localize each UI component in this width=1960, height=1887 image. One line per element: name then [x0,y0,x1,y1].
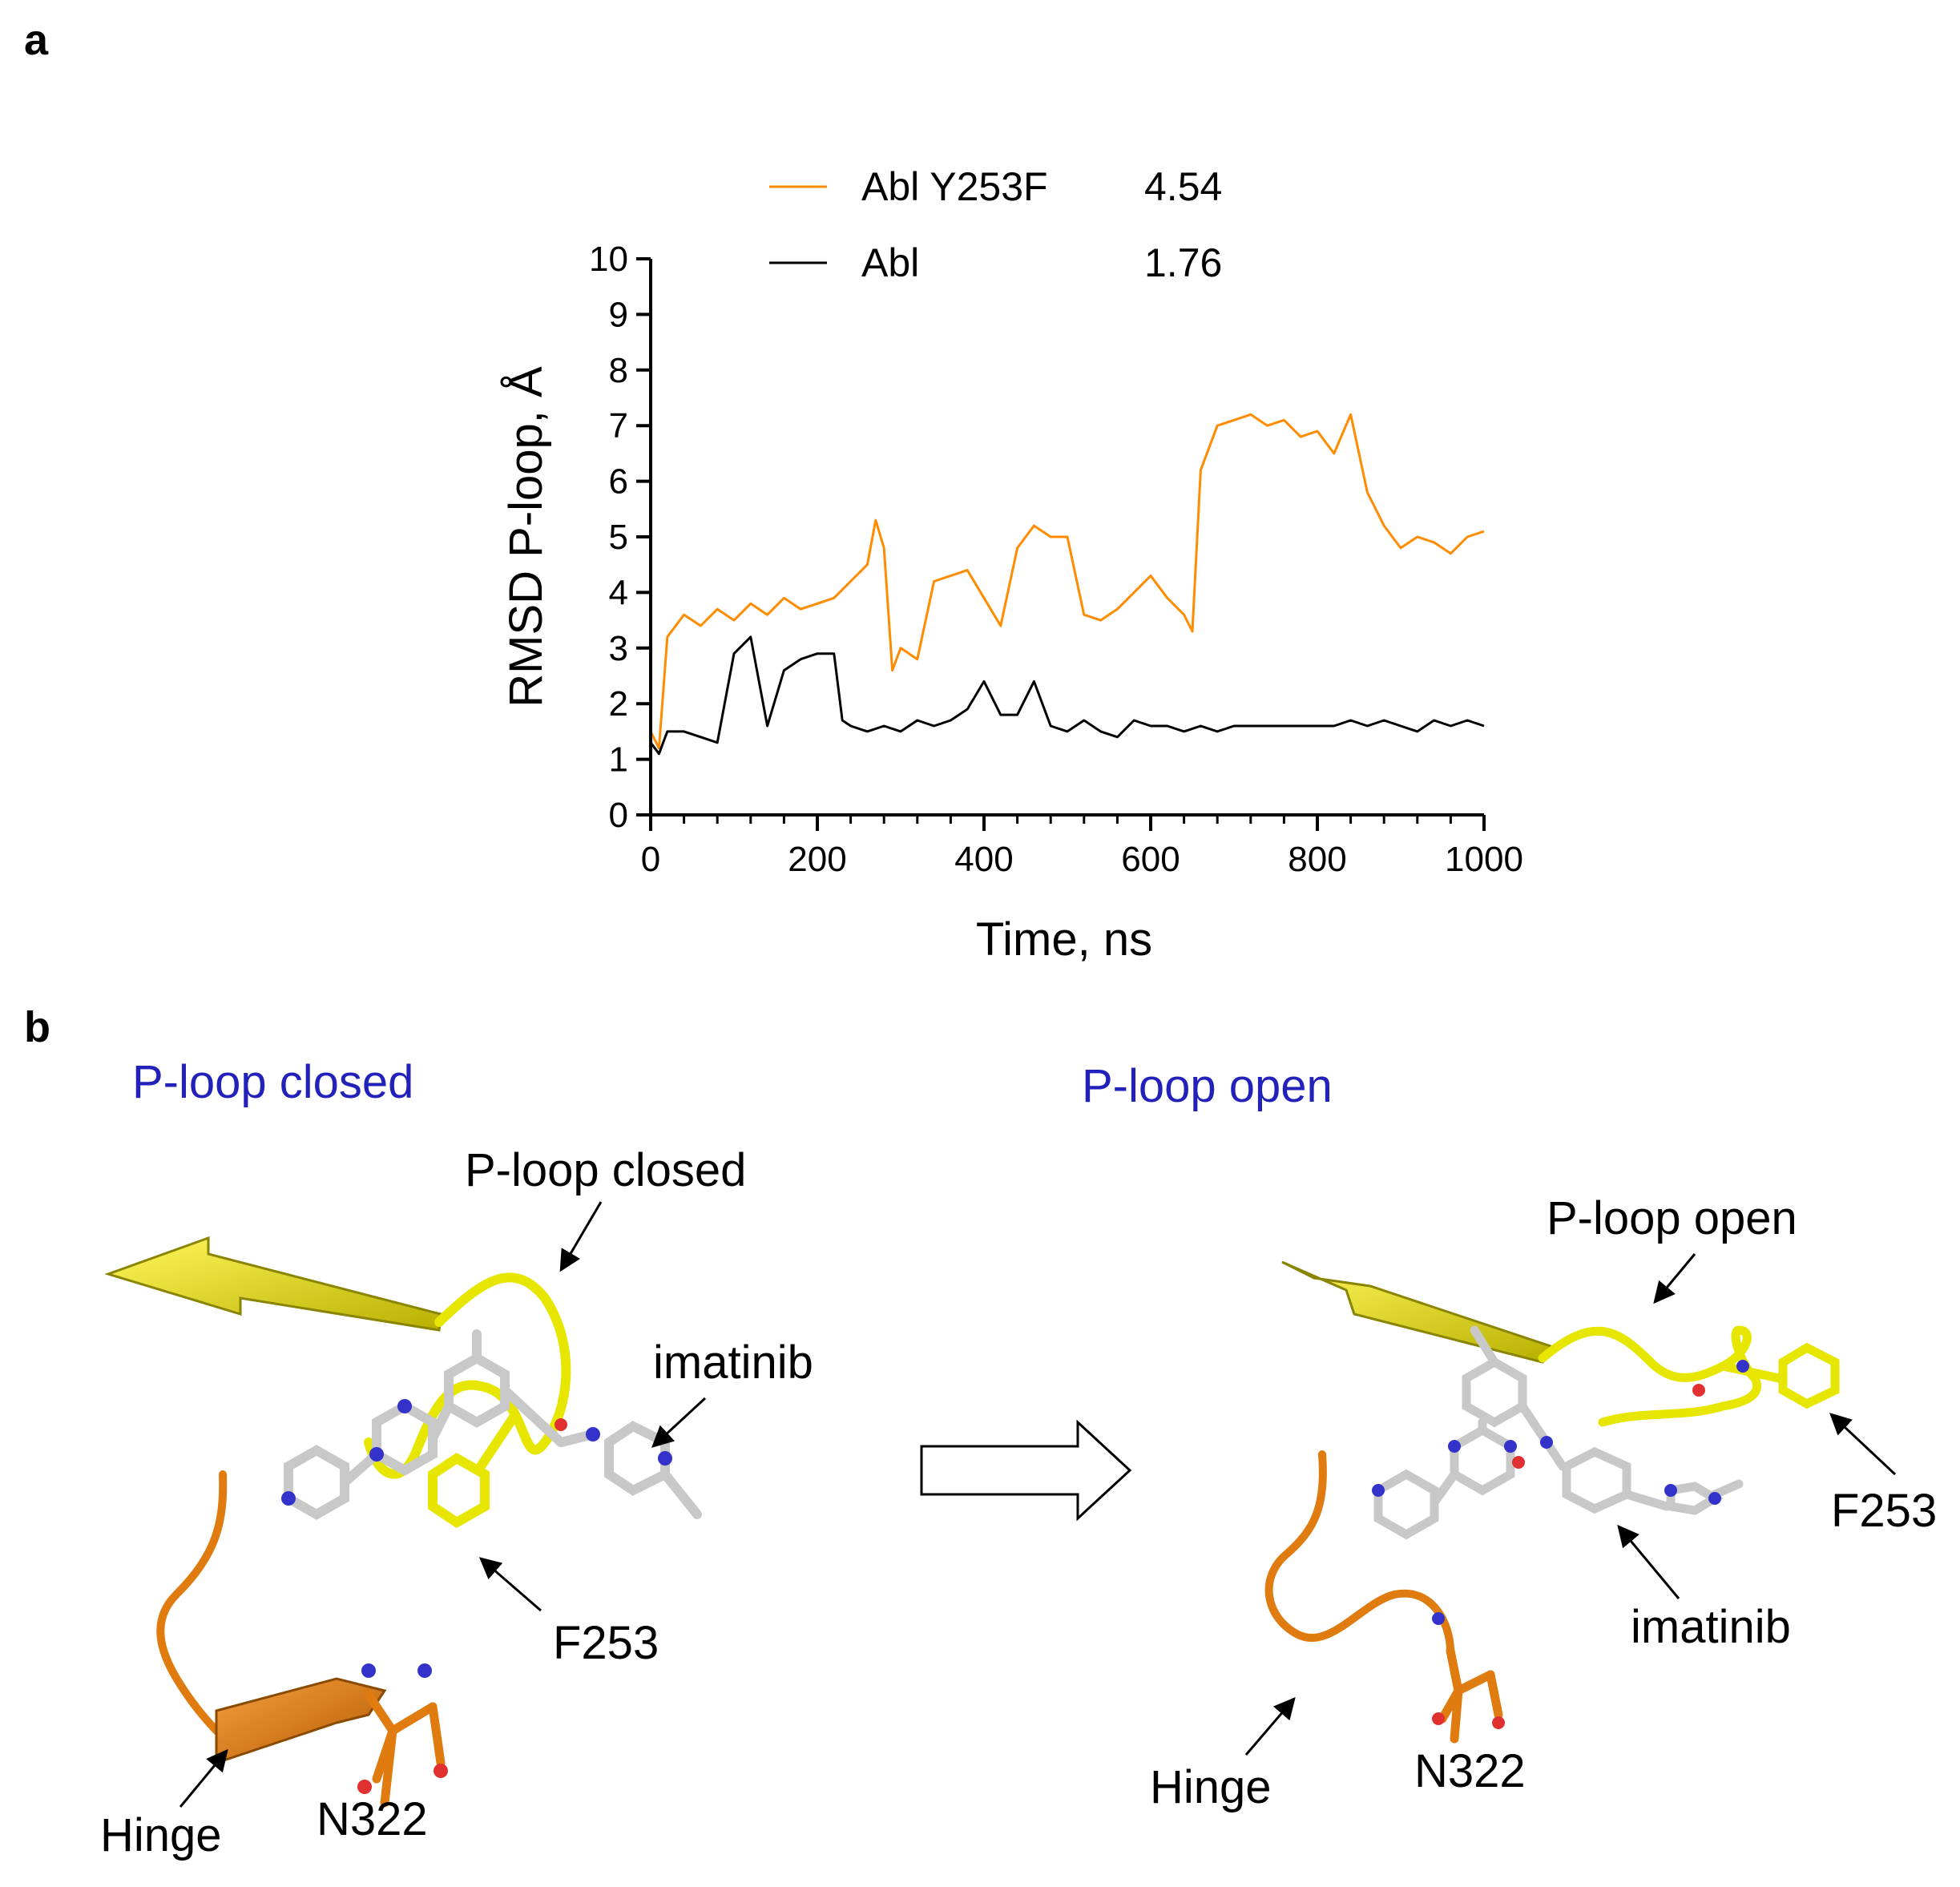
hinge-coil-right [1264,1450,1454,1655]
label-f253-left: F253 [553,1617,659,1669]
panel-letter-b: b [24,1003,50,1051]
label-n322-right: N322 [1414,1745,1526,1797]
n322-residue-right [1438,1646,1503,1744]
label-n322-left: N322 [317,1793,428,1845]
f253-residue-left [428,1413,518,1529]
n322-residue-left [364,1690,446,1808]
y-tick-label: 7 [609,406,628,446]
imatinib-ligand-left [284,1329,702,1520]
y-tick-label: 3 [609,629,628,668]
y-axis-title: RMSD P-loop, Å [500,366,552,708]
ploop-coil-right [1538,1325,1761,1427]
chart-ticks: 0 1 2 3 4 5 6 7 8 9 10 0 200 400 600 800 1000 [589,240,1523,879]
legend-mean-0: 4.54 [1144,164,1222,209]
arrow-ploop-closed [559,1201,603,1272]
x-tick-label: 800 [1288,840,1346,879]
legend-label-0: Abl Y253F [861,164,1048,209]
legend-label-1: Abl [861,240,919,285]
x-tick-label: 600 [1121,840,1180,879]
y-tick-label: 9 [609,295,628,334]
hinge-strand-left [215,1677,387,1765]
label-imatinib-right: imatinib [1631,1601,1791,1653]
f253-residue-right [1718,1342,1840,1409]
panel-letter-a: a [24,16,49,64]
rmsd-chart: 0 1 2 3 4 5 6 7 8 9 10 0 200 400 600 800 1000 Time, ns R… [500,164,1523,966]
legend-mean-1: 1.76 [1144,240,1222,285]
arrow-ploop-open [1653,1253,1696,1304]
right-structure-title: P-loop open [1082,1060,1333,1112]
y-tick-label: 4 [609,573,628,612]
x-tick-label: 1000 [1445,840,1523,879]
y-tick-label: 0 [609,796,628,835]
plot-lines [649,413,1485,756]
label-ploop-closed: P-loop closed [465,1144,746,1196]
ploop-coil-left [364,1272,571,1479]
label-hinge-right: Hinge [1150,1761,1272,1813]
x-tick-label: 0 [641,840,660,879]
label-imatinib-left: imatinib [653,1337,813,1389]
imatinib-ligand-right [1373,1325,1744,1540]
arrow-f253-left [478,1557,542,1612]
y-tick-label: 8 [609,351,628,390]
ploop-strand-right [1281,1260,1553,1364]
label-ploop-open: P-loop open [1547,1192,1797,1244]
arrow-hinge-left [179,1748,228,1808]
y-tick-label: 6 [609,462,628,502]
transition-arrow [920,1419,1132,1522]
arrow-imatinib-left [651,1397,707,1448]
x-tick-label: 400 [954,840,1013,879]
arrow-imatinib-right [1617,1524,1680,1599]
label-f253-right: F253 [1831,1485,1937,1537]
left-structure-title: P-loop closed [132,1056,413,1108]
y-tick-label: 2 [609,684,628,724]
ploop-strand-left [104,1236,442,1332]
hinge-coil-left [156,1470,228,1743]
x-axis-title: Time, ns [976,913,1152,966]
series-line-0 [649,413,1485,750]
arrow-hinge-right [1244,1696,1296,1756]
closed-structure [104,1236,702,1808]
y-tick-label: 1 [609,740,628,780]
y-tick-label: 5 [609,518,628,557]
y-tick-label: 10 [589,240,628,279]
label-hinge-left: Hinge [100,1809,222,1861]
x-tick-label: 200 [788,840,846,879]
series-line-1 [649,635,1485,756]
arrow-f253-right [1829,1413,1897,1476]
open-structure [1264,1260,1840,1744]
chart-legend: Abl Y253F 4.54 Abl 1.76 [769,164,1222,285]
